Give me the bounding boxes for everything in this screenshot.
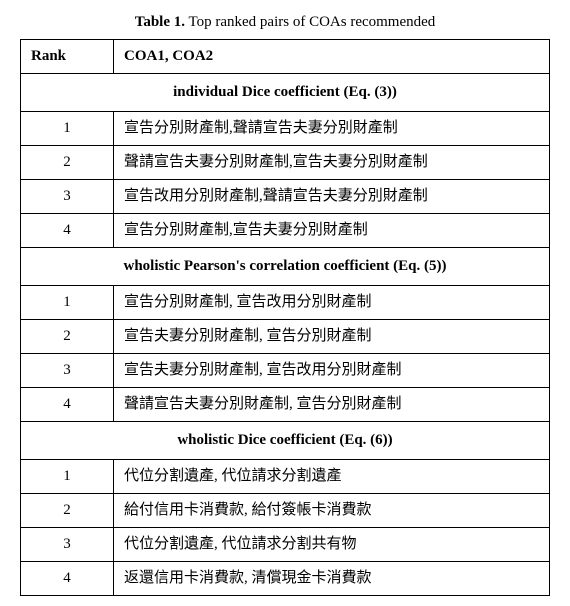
caption-label: Table 1.: [135, 14, 185, 30]
caption-text: Top ranked pairs of COAs recommended: [188, 14, 435, 30]
rank-cell: 4: [21, 214, 114, 248]
pair-cell: 宣告分別財產制,聲請宣告夫妻分別財產制: [114, 112, 550, 146]
rank-cell: 4: [21, 562, 114, 596]
table-row: 3 宣告夫妻分別財產制, 宣告改用分別財產制: [21, 354, 550, 388]
rank-cell: 3: [21, 354, 114, 388]
table-row: 3 代位分割遺產, 代位請求分割共有物: [21, 528, 550, 562]
table-row: 1 宣告分別財產制,聲請宣告夫妻分別財產制: [21, 112, 550, 146]
rank-cell: 2: [21, 494, 114, 528]
header-row: Rank COA1, COA2: [21, 40, 550, 74]
table-row: 4 宣告分別財產制,宣告夫妻分別財產制: [21, 214, 550, 248]
rank-cell: 4: [21, 388, 114, 422]
pair-cell: 代位分割遺產, 代位請求分割共有物: [114, 528, 550, 562]
rank-cell: 3: [21, 180, 114, 214]
rank-cell: 2: [21, 146, 114, 180]
header-pair: COA1, COA2: [114, 40, 550, 74]
table-row: 2 宣告夫妻分別財產制, 宣告分別財產制: [21, 320, 550, 354]
pair-cell: 代位分割遺產, 代位請求分割遺產: [114, 460, 550, 494]
table-row: 2 聲請宣告夫妻分別財產制,宣告夫妻分別財產制: [21, 146, 550, 180]
pair-cell: 返還信用卡消費款, 清償現金卡消費款: [114, 562, 550, 596]
table-row: 2 給付信用卡消費款, 給付簽帳卡消費款: [21, 494, 550, 528]
pair-cell: 宣告夫妻分別財產制, 宣告分別財產制: [114, 320, 550, 354]
table-caption: Table 1. Top ranked pairs of COAs recomm…: [10, 14, 560, 31]
pair-cell: 宣告分別財產制, 宣告改用分別財產制: [114, 286, 550, 320]
section-row: wholistic Pearson's correlation coeffici…: [21, 248, 550, 286]
section-title: wholistic Pearson's correlation coeffici…: [21, 248, 550, 286]
section-title: individual Dice coefficient (Eq. (3)): [21, 74, 550, 112]
table-row: 1 代位分割遺產, 代位請求分割遺產: [21, 460, 550, 494]
pair-cell: 宣告改用分別財產制,聲請宣告夫妻分別財產制: [114, 180, 550, 214]
section-row: individual Dice coefficient (Eq. (3)): [21, 74, 550, 112]
rank-cell: 1: [21, 460, 114, 494]
pair-cell: 宣告分別財產制,宣告夫妻分別財產制: [114, 214, 550, 248]
rank-cell: 2: [21, 320, 114, 354]
pair-cell: 聲請宣告夫妻分別財產制,宣告夫妻分別財產制: [114, 146, 550, 180]
table-row: 4 返還信用卡消費款, 清償現金卡消費款: [21, 562, 550, 596]
pair-cell: 聲請宣告夫妻分別財產制, 宣告分別財產制: [114, 388, 550, 422]
table-row: 1 宣告分別財產制, 宣告改用分別財產制: [21, 286, 550, 320]
section-row: wholistic Dice coefficient (Eq. (6)): [21, 422, 550, 460]
rank-cell: 1: [21, 286, 114, 320]
pair-cell: 宣告夫妻分別財產制, 宣告改用分別財產制: [114, 354, 550, 388]
coa-table: Rank COA1, COA2 individual Dice coeffici…: [20, 39, 550, 596]
header-rank: Rank: [21, 40, 114, 74]
rank-cell: 3: [21, 528, 114, 562]
section-title: wholistic Dice coefficient (Eq. (6)): [21, 422, 550, 460]
pair-cell: 給付信用卡消費款, 給付簽帳卡消費款: [114, 494, 550, 528]
table-row: 3 宣告改用分別財產制,聲請宣告夫妻分別財產制: [21, 180, 550, 214]
rank-cell: 1: [21, 112, 114, 146]
table-row: 4 聲請宣告夫妻分別財產制, 宣告分別財產制: [21, 388, 550, 422]
